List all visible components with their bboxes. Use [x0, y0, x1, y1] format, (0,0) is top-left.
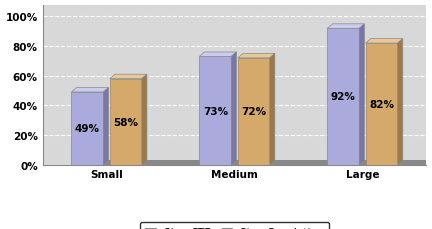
Polygon shape — [327, 29, 359, 165]
Text: 73%: 73% — [203, 106, 228, 116]
Polygon shape — [200, 57, 232, 165]
Polygon shape — [270, 54, 275, 165]
Polygon shape — [365, 44, 398, 165]
Polygon shape — [110, 79, 142, 165]
Text: 92%: 92% — [331, 92, 356, 102]
Polygon shape — [238, 59, 270, 165]
Text: 49%: 49% — [75, 124, 100, 134]
Polygon shape — [110, 75, 147, 79]
Polygon shape — [142, 75, 147, 165]
Polygon shape — [327, 25, 365, 29]
Text: 72%: 72% — [241, 107, 266, 117]
Polygon shape — [232, 53, 236, 165]
Legend: Size: FTE, Size: Population: Size: FTE, Size: Population — [140, 222, 329, 229]
Text: 82%: 82% — [369, 99, 394, 109]
Polygon shape — [71, 88, 108, 93]
Polygon shape — [365, 39, 403, 44]
Polygon shape — [359, 25, 365, 165]
Polygon shape — [398, 39, 403, 165]
Polygon shape — [103, 88, 108, 165]
Polygon shape — [200, 53, 236, 57]
Polygon shape — [75, 161, 432, 165]
Polygon shape — [71, 93, 103, 165]
Text: 58%: 58% — [113, 117, 138, 127]
Polygon shape — [238, 54, 275, 59]
